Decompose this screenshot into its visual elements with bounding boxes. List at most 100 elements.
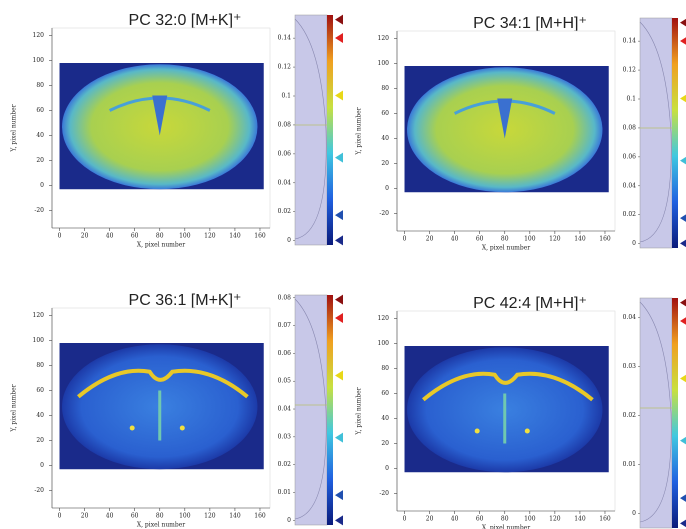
- y-tick-label: -20: [379, 210, 389, 217]
- x-tick-label: 100: [179, 233, 191, 240]
- level-handle[interactable]: [680, 94, 686, 104]
- spot: [129, 425, 135, 431]
- y-tick-label: 20: [381, 160, 389, 167]
- level-handle[interactable]: [335, 90, 343, 101]
- level-handle[interactable]: [680, 238, 686, 248]
- chart-title: PC 42:4 [M+H]⁺: [473, 295, 587, 312]
- level-handle[interactable]: [680, 518, 686, 528]
- level-handle[interactable]: [335, 313, 343, 323]
- level-handle[interactable]: [335, 370, 343, 381]
- level-handle[interactable]: [335, 14, 343, 25]
- colorbar-curve: [639, 21, 672, 243]
- level-handle[interactable]: [335, 235, 343, 246]
- y-tick-label: 80: [36, 82, 44, 89]
- y-axis-label: Y, pixel number: [356, 387, 363, 435]
- level-handle[interactable]: [680, 18, 686, 28]
- colorbar-tick-label: 0.14: [623, 38, 637, 45]
- spot: [474, 428, 480, 434]
- colorbar-tick-label: 0.12: [623, 67, 637, 74]
- level-handle[interactable]: [680, 36, 686, 46]
- x-tick-label: 160: [599, 236, 611, 243]
- y-tick-label: 0: [385, 465, 389, 472]
- level-handle[interactable]: [680, 298, 686, 308]
- level-handle[interactable]: [335, 210, 343, 221]
- level-handle[interactable]: [335, 152, 343, 163]
- colorbar-tick-label: 0.07: [278, 322, 292, 329]
- colorbar-tick-label: 0: [632, 240, 636, 247]
- colorbar-tick-label: 0.06: [623, 153, 637, 160]
- colorbar-tick-label: 0.1: [626, 96, 636, 103]
- panel: PC 34:1 [M+H]⁺m/z 760.592702040608010012…: [356, 15, 686, 252]
- x-tick-label: 60: [131, 513, 139, 520]
- colorbar-tick-label: 0.14: [278, 35, 292, 42]
- colorbar-tick-label: 0.02: [278, 208, 292, 215]
- y-tick-label: 40: [36, 132, 44, 139]
- colorbar-hist: [294, 294, 328, 526]
- colorbar-tick-label: 0.04: [278, 179, 292, 186]
- colorbar-tick-label: 0.03: [278, 433, 292, 440]
- x-tick-label: 140: [574, 236, 586, 243]
- x-tick-label: 120: [204, 513, 216, 520]
- x-tick-label: 20: [81, 233, 89, 240]
- y-tick-label: 0: [40, 462, 44, 469]
- level-handle[interactable]: [680, 436, 686, 446]
- y-tick-label: 60: [381, 110, 389, 117]
- colorbar-curve: [639, 301, 672, 523]
- x-tick-label: 160: [254, 233, 266, 240]
- chart-title: PC 36:1 [M+K]⁺: [129, 292, 242, 309]
- colorbar-tick-label: 0: [287, 517, 291, 524]
- colorbar-tick-label: 0.02: [623, 412, 637, 419]
- x-tick-label: 100: [179, 513, 191, 520]
- x-tick-label: 40: [451, 516, 459, 523]
- y-tick-label: 20: [381, 440, 389, 447]
- level-handle[interactable]: [680, 493, 686, 503]
- x-tick-label: 100: [524, 236, 536, 243]
- y-tick-label: -20: [34, 207, 44, 214]
- colorbar: [327, 15, 333, 245]
- chart-title: PC 34:1 [M+H]⁺: [473, 15, 587, 32]
- y-tick-label: 80: [381, 85, 389, 92]
- x-tick-label: 140: [574, 516, 586, 523]
- y-axis-label: Y, pixel number: [11, 384, 18, 432]
- colorbar-hist: [639, 17, 673, 249]
- level-handle[interactable]: [680, 316, 686, 326]
- y-tick-label: 40: [36, 412, 44, 419]
- level-handle[interactable]: [335, 294, 343, 305]
- x-tick-label: 0: [58, 233, 62, 240]
- x-axis-label: X, pixel number: [482, 245, 530, 252]
- y-tick-label: 40: [381, 135, 389, 142]
- ventricle: [497, 98, 513, 139]
- x-tick-label: 20: [426, 516, 434, 523]
- colorbar: [327, 295, 333, 525]
- colorbar-tick-label: 0.02: [278, 461, 292, 468]
- level-handle[interactable]: [680, 156, 686, 166]
- y-tick-label: 100: [33, 57, 45, 64]
- y-tick-label: -20: [34, 487, 44, 494]
- x-tick-label: 140: [229, 513, 241, 520]
- y-tick-label: 60: [36, 107, 44, 114]
- colorbar-tick-label: 0.08: [278, 121, 292, 128]
- level-handle[interactable]: [335, 490, 343, 501]
- level-handle[interactable]: [335, 432, 343, 443]
- y-tick-label: 100: [33, 337, 45, 344]
- level-handle[interactable]: [335, 515, 343, 526]
- level-handle[interactable]: [680, 374, 686, 384]
- level-handle[interactable]: [335, 33, 343, 43]
- colorbar-tick-label: 0.08: [623, 124, 637, 131]
- level-handle[interactable]: [680, 213, 686, 223]
- y-tick-label: 80: [381, 365, 389, 372]
- colorbar-tick-label: 0.03: [623, 363, 637, 370]
- x-tick-label: 160: [599, 516, 611, 523]
- x-axis-label: X, pixel number: [482, 525, 530, 529]
- colorbar-tick-label: 0: [632, 510, 636, 517]
- x-tick-label: 0: [403, 236, 407, 243]
- y-axis-label: Y, pixel number: [356, 107, 363, 155]
- y-tick-label: 40: [381, 415, 389, 422]
- colorbar-tick-label: 0.1: [281, 93, 291, 100]
- colorbar-tick-label: 0.06: [278, 150, 292, 157]
- x-tick-label: 120: [549, 236, 561, 243]
- colorbar-tick-label: 0.01: [278, 489, 291, 496]
- x-tick-label: 80: [501, 236, 509, 243]
- x-tick-label: 140: [229, 233, 241, 240]
